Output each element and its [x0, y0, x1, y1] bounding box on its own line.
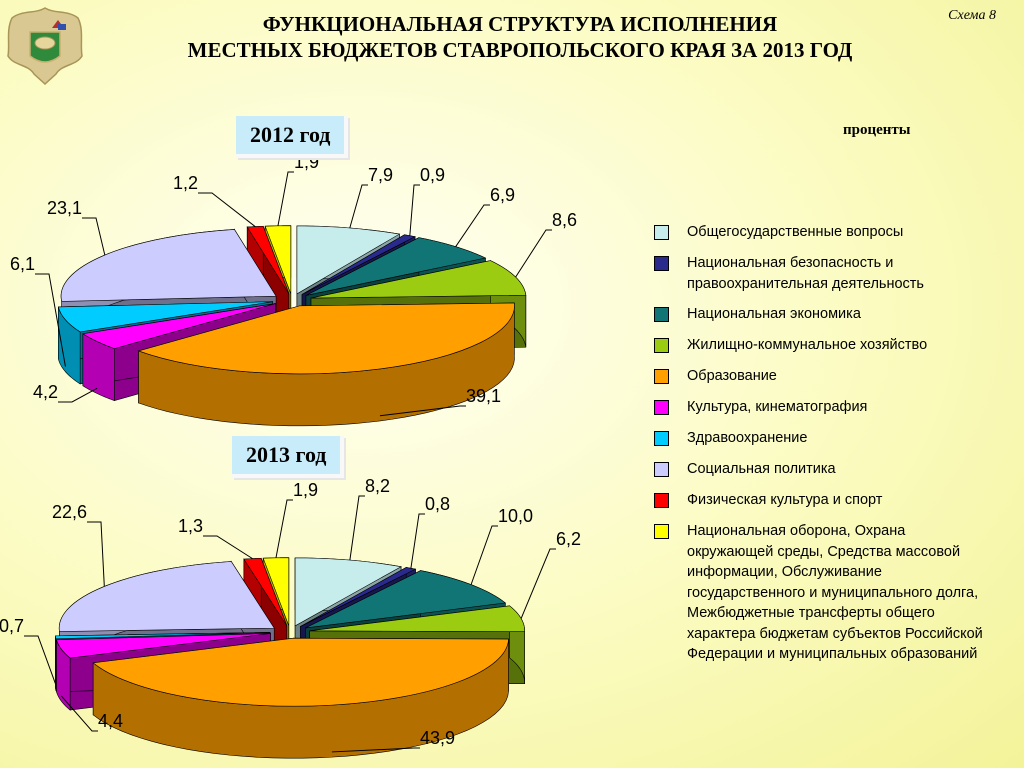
leader-line: [379, 405, 466, 417]
coat-of-arms-logo: [7, 7, 83, 86]
legend-item: Жилищно-коммунальное хозяйство: [654, 335, 984, 366]
legend-swatch: [654, 431, 669, 446]
legend-item: Здравоохранение: [654, 428, 984, 459]
scheme-number: Схема 8: [948, 8, 996, 23]
leader-line: [455, 204, 490, 247]
legend-item: Национальная безопасность и правоохранит…: [654, 253, 984, 304]
data-label: 4,2: [33, 382, 58, 402]
leader-line: [277, 171, 294, 226]
legend-item: Культура, кинематография: [654, 397, 984, 428]
legend: Общегосударственные вопросы Национальная…: [654, 222, 984, 665]
leader-line: [35, 273, 66, 367]
leader-line: [515, 229, 552, 278]
data-label: 6,2: [556, 529, 581, 549]
pie-charts: 7,9 0,9 6,9 8,6 39,1 4,2 6,1 23,1 1,2 1,9 8,2 0,8 10…: [0, 152, 581, 759]
legend-item: Социальная политика: [654, 459, 984, 490]
data-label: 43,9: [420, 728, 455, 748]
leader-line: [409, 184, 420, 236]
year-label-2013: 2013 год: [232, 436, 345, 478]
legend-swatch: [654, 225, 669, 240]
leader-line: [58, 387, 98, 403]
data-label: 8,2: [365, 476, 390, 496]
data-label: 4,4: [98, 711, 123, 731]
legend-item: Образование: [654, 366, 984, 397]
data-label: 0,7: [0, 616, 24, 636]
leader-line: [520, 548, 556, 619]
legend-swatch: [654, 307, 669, 322]
leader-line: [275, 499, 293, 558]
legend-label: Здравоохранение: [687, 430, 808, 446]
year-label-2012: 2012 год: [236, 116, 349, 158]
legend-item: Физическая культура и спорт: [654, 490, 984, 521]
leader-line: [470, 525, 498, 585]
leader-line: [349, 495, 365, 561]
legend-label: Жилищно-коммунальное хозяйство: [687, 337, 928, 353]
data-label: 8,6: [552, 210, 577, 230]
data-label: 1,2: [173, 173, 198, 193]
leader-line: [24, 635, 57, 685]
legend-label: Физическая культура и спорт: [687, 492, 883, 508]
chart-title-line-2: МЕСТНЫХ БЮДЖЕТОВ СТАВРОПОЛЬСКОГО КРАЯ ЗА…: [187, 38, 853, 62]
leader-line: [331, 747, 420, 753]
data-label: 6,9: [490, 185, 515, 205]
data-label: 0,8: [425, 494, 450, 514]
legend-item: Общегосударственные вопросы: [654, 222, 984, 253]
legend-swatch: [654, 462, 669, 477]
legend-swatch: [654, 256, 669, 271]
legend-label: Социальная политика: [687, 461, 836, 477]
units-label: проценты: [843, 122, 911, 138]
pie-chart-0: 7,9 0,96,98,639,14,26,123,11,21,9: [10, 152, 577, 427]
legend-label: Национальная оборона, Охрана окружающей …: [687, 523, 983, 662]
leader-line: [410, 513, 425, 569]
legend-swatch: [654, 338, 669, 353]
leader-line: [203, 535, 253, 560]
pie-chart-1: 8,2 0,8 10,0 6,2 43,9 4,4 0,7 22,6 1,3 1,9: [0, 476, 581, 759]
pie-slice: [92, 637, 509, 759]
legend-item: Национальная оборона, Охрана окружающей …: [654, 521, 984, 665]
leader-line: [198, 192, 256, 227]
legend-swatch: [654, 400, 669, 415]
legend-swatch: [654, 493, 669, 508]
leader-line: [60, 695, 98, 732]
data-label: 0,9: [420, 165, 445, 185]
data-label: 23,1: [47, 198, 82, 218]
data-label: 1,9: [293, 480, 318, 500]
data-label: 10,0: [498, 506, 533, 526]
legend-label: Национальная экономика: [687, 306, 861, 322]
legend-label: Образование: [687, 368, 777, 384]
legend-swatch: [654, 524, 669, 539]
leader-line: [349, 184, 368, 229]
legend-item: Национальная экономика: [654, 304, 984, 335]
legend-label: Общегосударственные вопросы: [687, 224, 904, 240]
legend-label: Культура, кинематография: [687, 399, 868, 415]
data-label: 1,3: [178, 516, 203, 536]
leader-line: [87, 521, 105, 587]
data-label: 22,6: [52, 502, 87, 522]
data-label: 6,1: [10, 254, 35, 274]
pie-slice: [137, 302, 515, 427]
chart-title-line-1: ФУНКЦИОНАЛЬНАЯ СТРУКТУРА ИСПОЛНЕНИЯ: [262, 12, 778, 36]
legend-label: Национальная безопасность и правоохранит…: [687, 255, 924, 292]
legend-swatch: [654, 369, 669, 384]
data-label: 7,9: [368, 165, 393, 185]
leader-line: [82, 217, 106, 256]
data-label: 39,1: [466, 386, 501, 406]
